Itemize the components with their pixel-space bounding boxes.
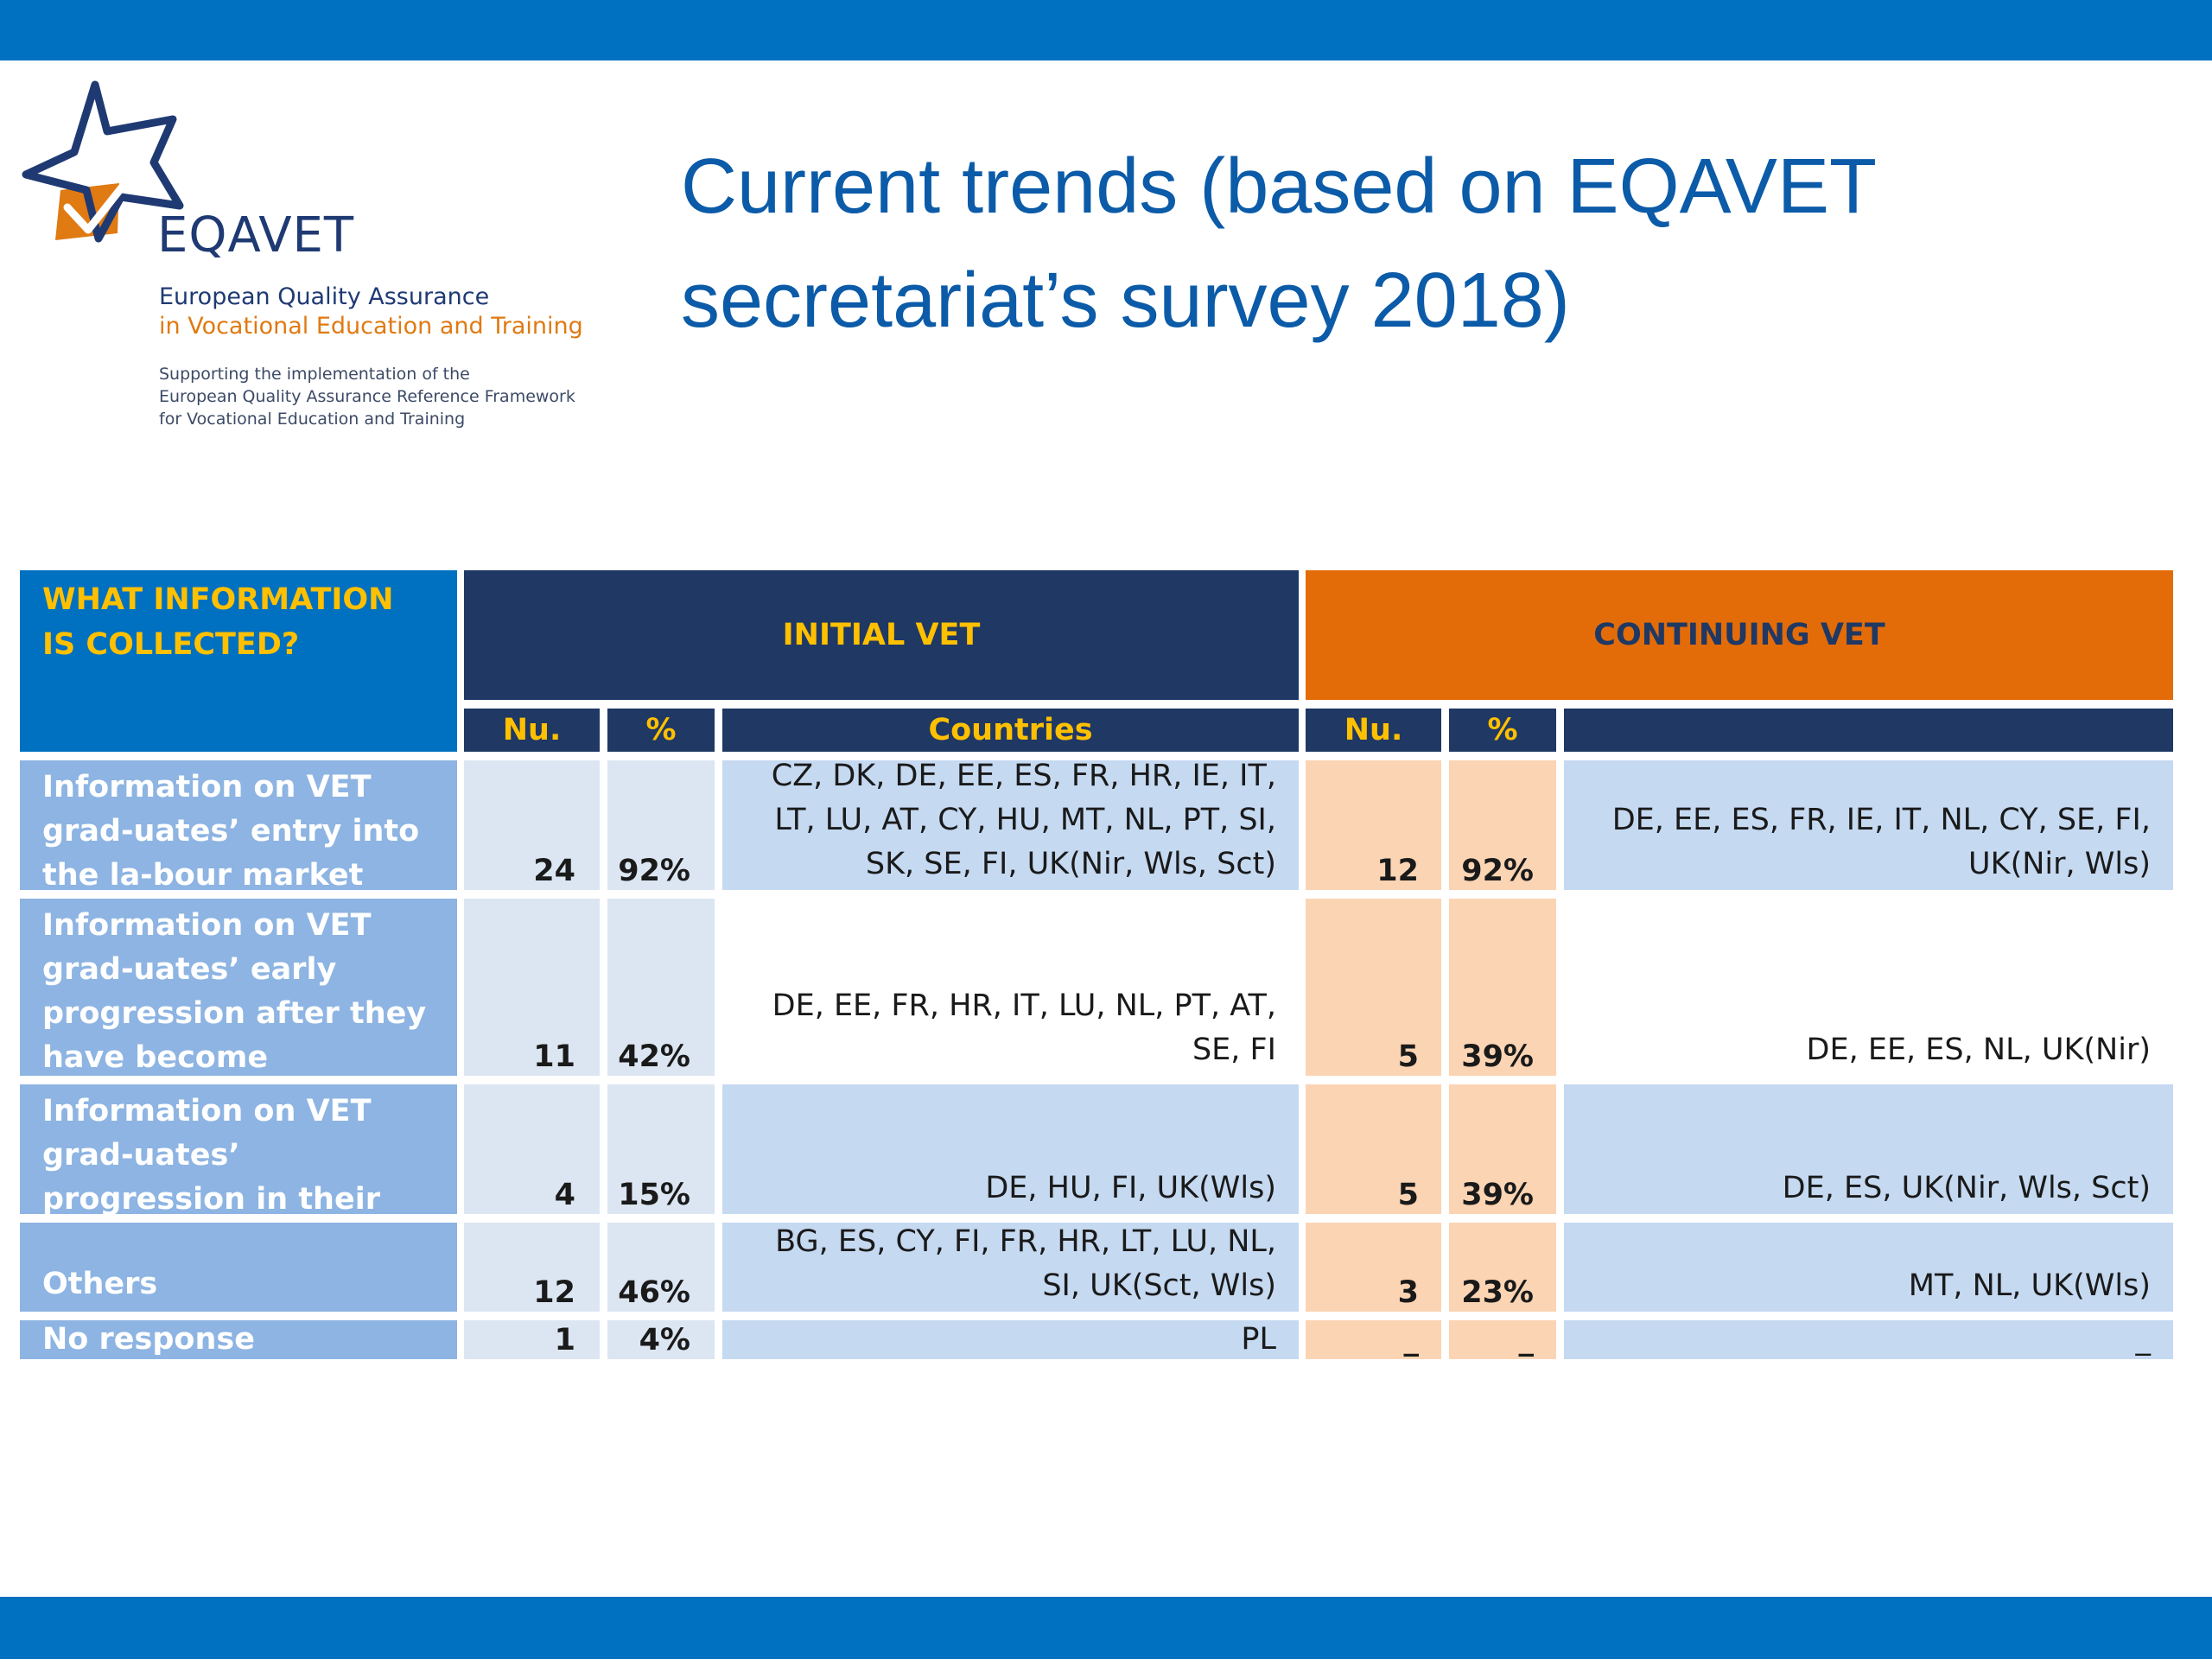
ivet-countries-cell: DE, HU, FI, UK(Wls): [722, 1084, 1299, 1214]
ivet-pct-header: %: [607, 709, 715, 752]
slide-title-line-1: Current trends (based on EQAVET: [681, 143, 1877, 230]
logo-small-2: European Quality Assurance Reference Fra…: [159, 387, 575, 406]
initial-vet-header: INITIAL VET: [464, 570, 1299, 700]
cvet-num-cell: 12: [1306, 760, 1441, 890]
cvet-countries-cell: DE, EE, ES, NL, UK(Nir): [1564, 899, 2173, 1076]
ivet-num-cell: 1: [464, 1320, 600, 1359]
logo-small-3: for Vocational Education and Training: [159, 410, 466, 429]
ivet-countries-text: PL: [1241, 1322, 1276, 1357]
ivet-countries-cell: BG, ES, CY, FI, FR, HR, LT, LU, NL, SI, …: [722, 1223, 1299, 1312]
ivet-num-cell: 12: [464, 1223, 600, 1312]
ivet-pct-cell: 42%: [607, 899, 715, 1076]
cvet-pct-header: %: [1449, 709, 1556, 752]
ivet-pct-cell: 92%: [607, 760, 715, 890]
cvet-pct-cell: _: [1449, 1320, 1556, 1359]
slide-title: Current trends (based on EQAVET secretar…: [681, 130, 2150, 358]
logo-tagline-2: in Vocational Education and Training: [159, 313, 583, 340]
cvet-countries-text: DE, ES, UK(Nir, Wls, Sct): [1782, 1171, 2151, 1205]
logo-name: EQAVET: [157, 207, 355, 264]
cvet-pct-cell: 39%: [1449, 899, 1556, 1076]
cvet-countries-text: MT, NL, UK(Wls): [1908, 1268, 2151, 1303]
cvet-countries-cell: MT, NL, UK(Wls): [1564, 1223, 2173, 1312]
ivet-countries-cell: PL: [722, 1320, 1299, 1359]
ivet-num-cell: 4: [464, 1084, 600, 1214]
cvet-num-cell: 5: [1306, 899, 1441, 1076]
cvet-countries-cell: _: [1564, 1320, 2173, 1359]
bottom-bar: [0, 1597, 2212, 1659]
ivet-countries-cell: DE, EE, FR, HR, IT, LU, NL, PT, AT, SE, …: [722, 899, 1299, 1076]
top-bar: [0, 0, 2212, 60]
ivet-countries-text: DE, HU, FI, UK(Wls): [985, 1171, 1276, 1205]
row-label: Others: [20, 1223, 457, 1312]
ivet-pct-cell: 15%: [607, 1084, 715, 1214]
ivet-countries-header: Countries: [722, 709, 1299, 752]
cvet-countries-text: DE, EE, ES, FR, IE, IT, NL, CY, SE, FI, …: [1611, 803, 2151, 881]
logo-tagline-1: European Quality Assurance: [159, 283, 490, 310]
logo-small-1: Supporting the implementation of the: [159, 365, 470, 384]
cvet-pct-cell: 92%: [1449, 760, 1556, 890]
cvet-countries-cell: DE, ES, UK(Nir, Wls, Sct): [1564, 1084, 2173, 1214]
cvet-pct-cell: 23%: [1449, 1223, 1556, 1312]
ivet-num-header: Nu.: [464, 709, 600, 752]
cvet-countries-text: DE, EE, ES, NL, UK(Nir): [1806, 1033, 2151, 1067]
row-label: Information on VET grad-uates’ early pro…: [20, 899, 457, 1119]
cvet-pct-cell: 39%: [1449, 1084, 1556, 1214]
cvet-num-cell: 3: [1306, 1223, 1441, 1312]
star-logo-icon: [22, 80, 184, 243]
cvet-num-cell: 5: [1306, 1084, 1441, 1214]
row-label: No response: [20, 1320, 457, 1359]
continuing-vet-header: CONTINUING VET: [1306, 570, 2173, 700]
ivet-pct-cell: 4%: [607, 1320, 715, 1359]
cvet-countries-text: _: [2135, 1322, 2152, 1357]
ivet-countries-cell: CZ, DK, DE, EE, ES, FR, HR, IE, IT, LT, …: [722, 759, 1299, 890]
slide-title-line-2: secretariat’s survey 2018): [681, 257, 1570, 344]
row-label: Information on VET grad-uates’ progressi…: [20, 1084, 457, 1261]
cvet-num-header: Nu.: [1306, 709, 1441, 752]
corner-header: WHAT INFORMATION IS COLLECTED?: [20, 570, 457, 752]
row-label: Information on VET grad-uates’ entry int…: [20, 760, 457, 893]
ivet-pct-cell: 46%: [607, 1223, 715, 1312]
ivet-num-cell: 11: [464, 899, 600, 1076]
ivet-countries-text: CZ, DK, DE, EE, ES, FR, HR, IE, IT, LT, …: [771, 759, 1276, 881]
ivet-countries-text: BG, ES, CY, FI, FR, HR, LT, LU, NL, SI, …: [775, 1224, 1276, 1303]
ivet-num-cell: 24: [464, 760, 600, 890]
cvet-num-cell: _: [1306, 1320, 1441, 1359]
cvet-countries-cell: DE, EE, ES, FR, IE, IT, NL, CY, SE, FI, …: [1564, 760, 2173, 890]
eqavet-logo: EQAVET European Quality Assurance in Voc…: [17, 78, 622, 441]
ivet-countries-text: DE, EE, FR, HR, IT, LU, NL, PT, AT, SE, …: [772, 988, 1276, 1067]
cvet-countries-header: [1564, 709, 2173, 752]
